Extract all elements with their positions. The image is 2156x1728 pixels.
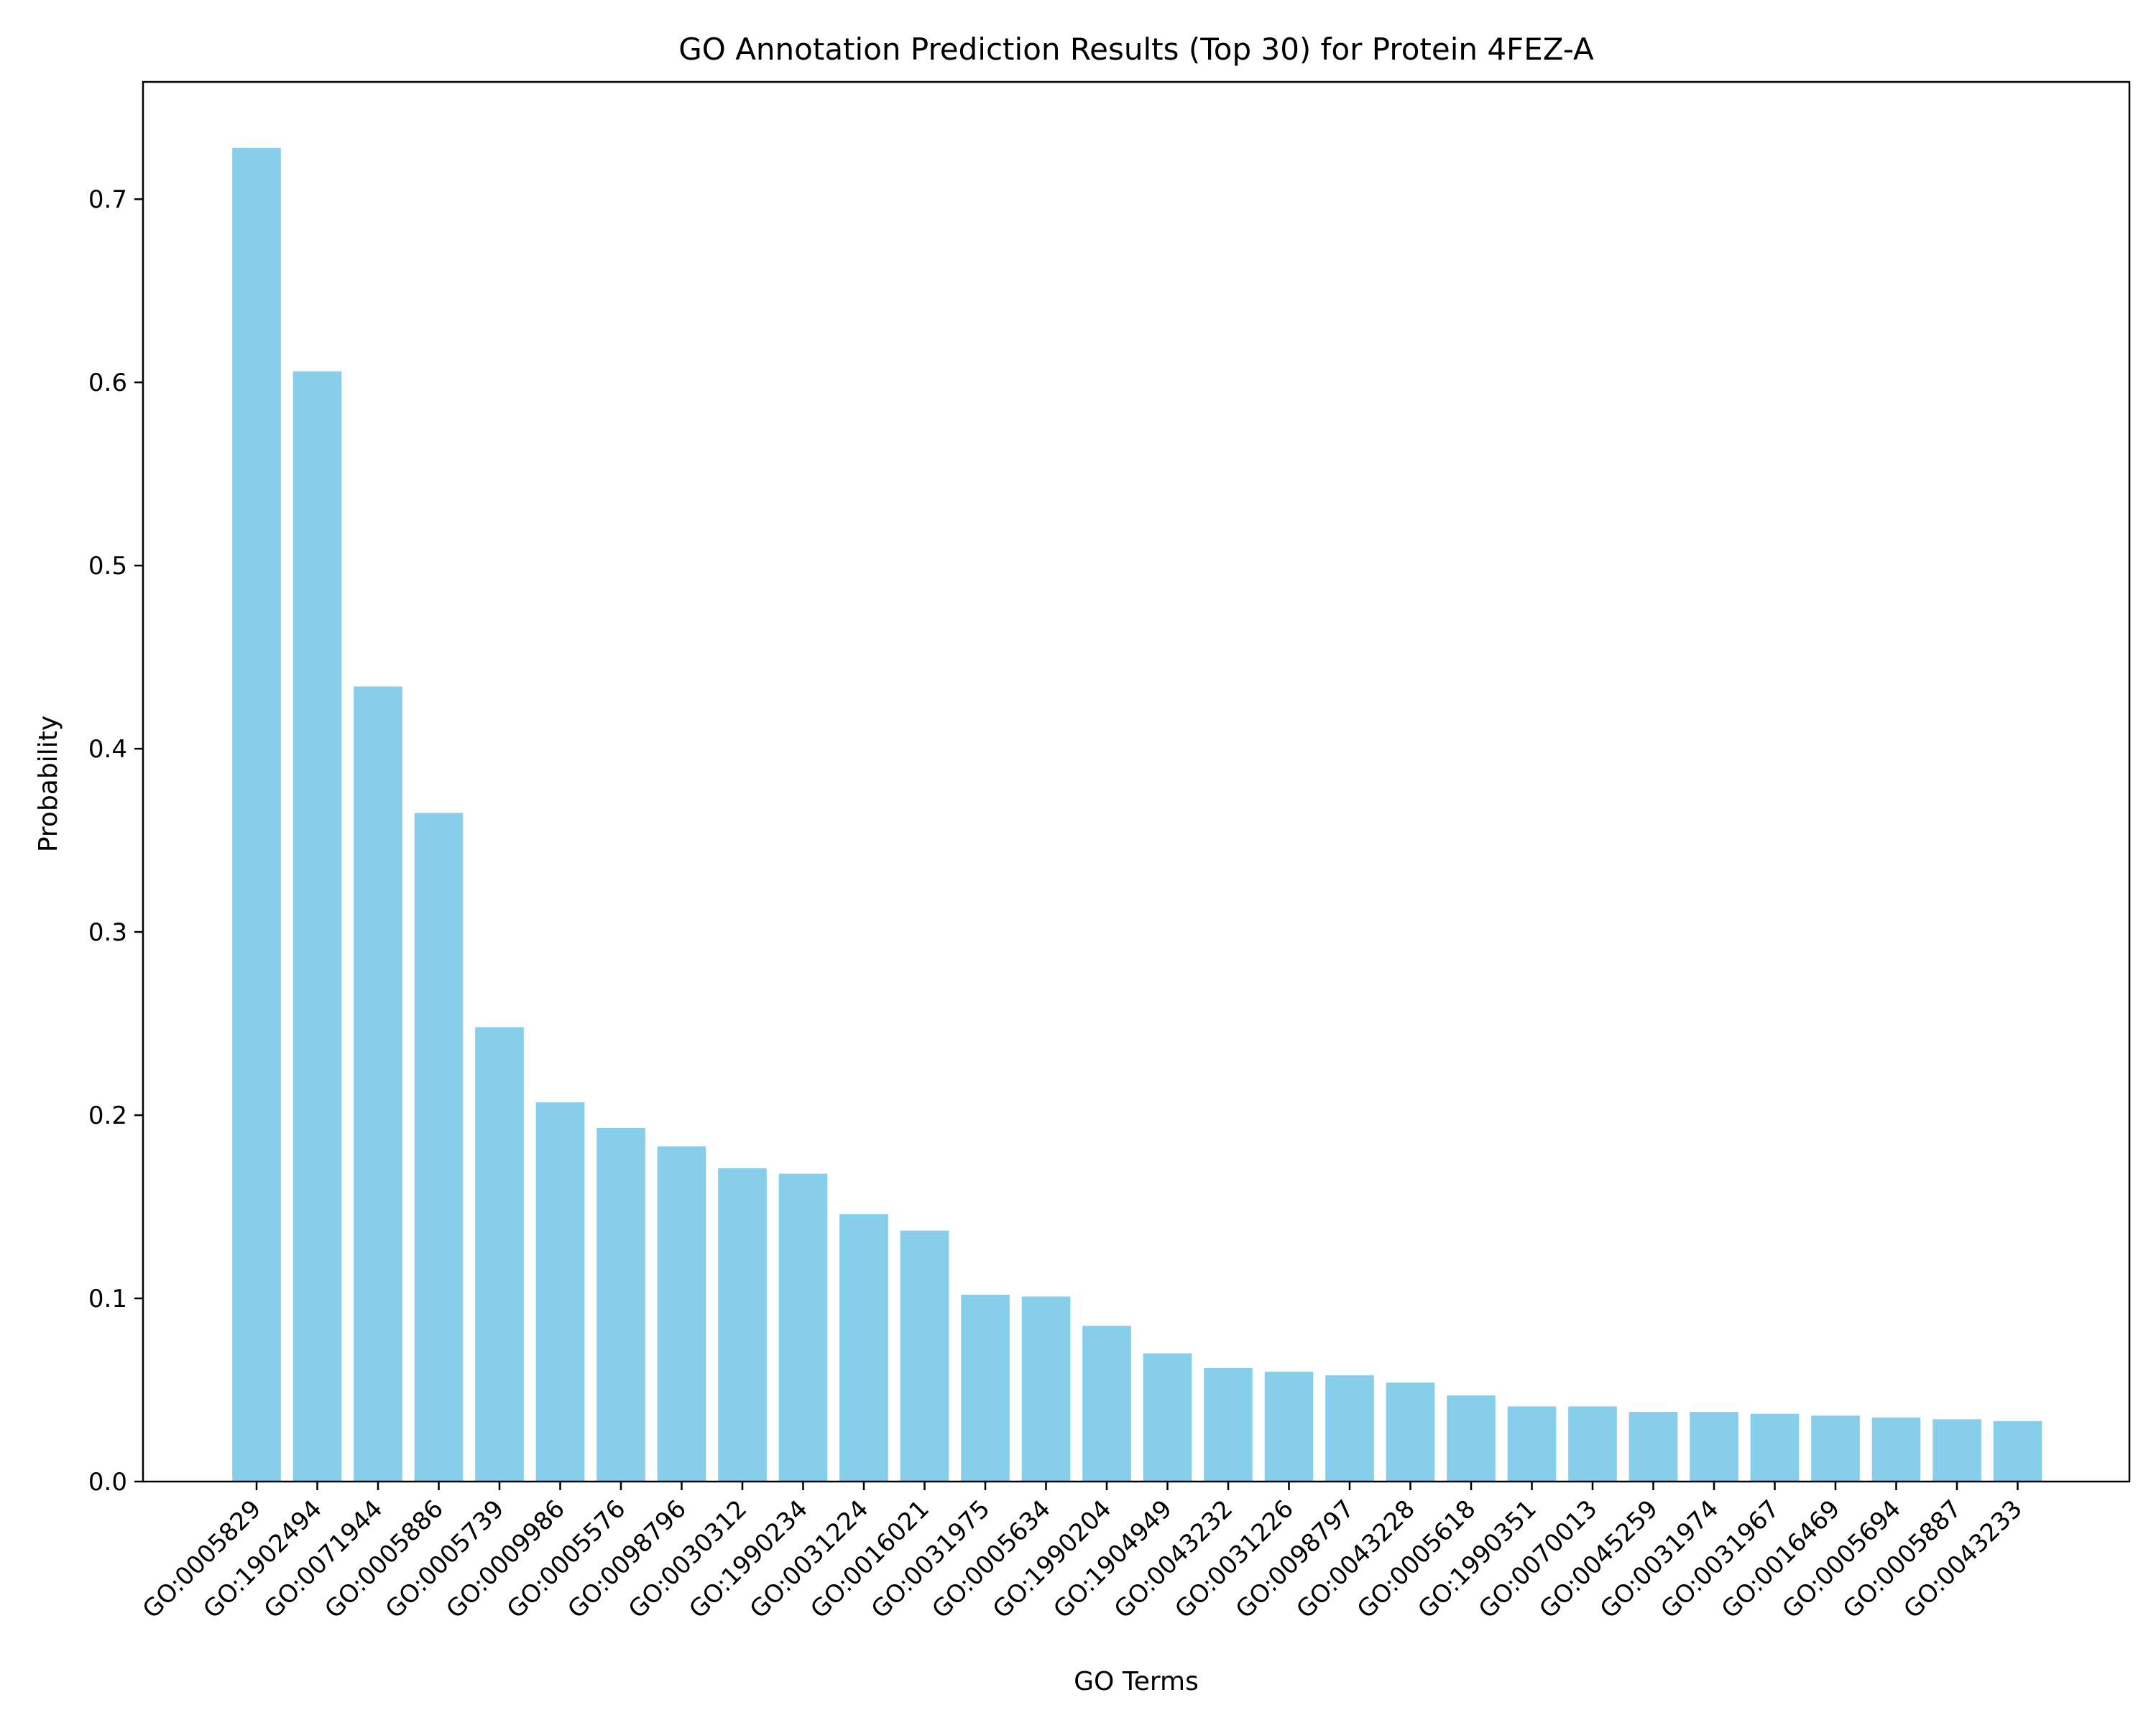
bar-go-0005576 xyxy=(596,1127,645,1482)
bar-go-0005618 xyxy=(1447,1395,1496,1482)
bar-go-0031967 xyxy=(1750,1413,1800,1482)
y-tick-label: 0.6 xyxy=(88,369,127,397)
bar-go-0005739 xyxy=(475,1027,524,1482)
plot-frame xyxy=(142,80,2131,1483)
y-axis-label: Probability xyxy=(34,716,63,852)
bar-go-0045259 xyxy=(1628,1412,1678,1482)
bar-go-0005694 xyxy=(1871,1417,1921,1482)
bar-go-0005887 xyxy=(1932,1419,1981,1482)
bar-go-0070013 xyxy=(1568,1406,1617,1482)
chart-title: GO Annotation Prediction Results (Top 30… xyxy=(678,32,1594,67)
bar-go-0009986 xyxy=(535,1102,585,1482)
y-tick-label: 0.7 xyxy=(88,185,127,214)
bar-go-1902494 xyxy=(292,371,342,1482)
bar-go-0031975 xyxy=(961,1294,1010,1482)
bar-go-0098797 xyxy=(1325,1375,1374,1482)
y-tick-label: 0.5 xyxy=(88,552,127,581)
bar-go-0005634 xyxy=(1021,1296,1071,1482)
bar-go-0098796 xyxy=(657,1146,706,1482)
y-tick-label: 0.2 xyxy=(88,1101,127,1130)
bar-go-1990234 xyxy=(778,1173,828,1482)
bar-go-0043228 xyxy=(1386,1382,1435,1482)
bar-go-0005829 xyxy=(232,147,281,1482)
bar-go-1904949 xyxy=(1143,1353,1192,1482)
bar-go-0031974 xyxy=(1690,1412,1738,1482)
y-axis-ticks: 0.0 0.1 0.2 0.3 0.4 0.5 0.6 0.7 xyxy=(88,185,143,1497)
bar-go-0030312 xyxy=(718,1168,767,1482)
bar-go-0016469 xyxy=(1811,1415,1860,1482)
bar-go-0031224 xyxy=(839,1214,888,1482)
bar-go-0071944 xyxy=(354,686,402,1482)
bar-go-0043232 xyxy=(1204,1367,1253,1482)
bar-go-0005886 xyxy=(414,813,464,1482)
y-tick-label: 0.0 xyxy=(88,1468,127,1497)
bar-go-0043233 xyxy=(1993,1420,2042,1482)
bar-go-0016021 xyxy=(900,1230,949,1482)
y-tick-label: 0.4 xyxy=(88,735,127,764)
bar-go-1990351 xyxy=(1507,1406,1557,1482)
x-axis-label: GO Terms xyxy=(1074,1667,1199,1696)
bar-go-0031226 xyxy=(1264,1372,1314,1482)
y-tick-label: 0.3 xyxy=(88,918,127,947)
y-tick-label: 0.1 xyxy=(88,1285,127,1313)
bar-go-1990204 xyxy=(1082,1326,1131,1482)
bars-layer xyxy=(232,147,2042,1482)
